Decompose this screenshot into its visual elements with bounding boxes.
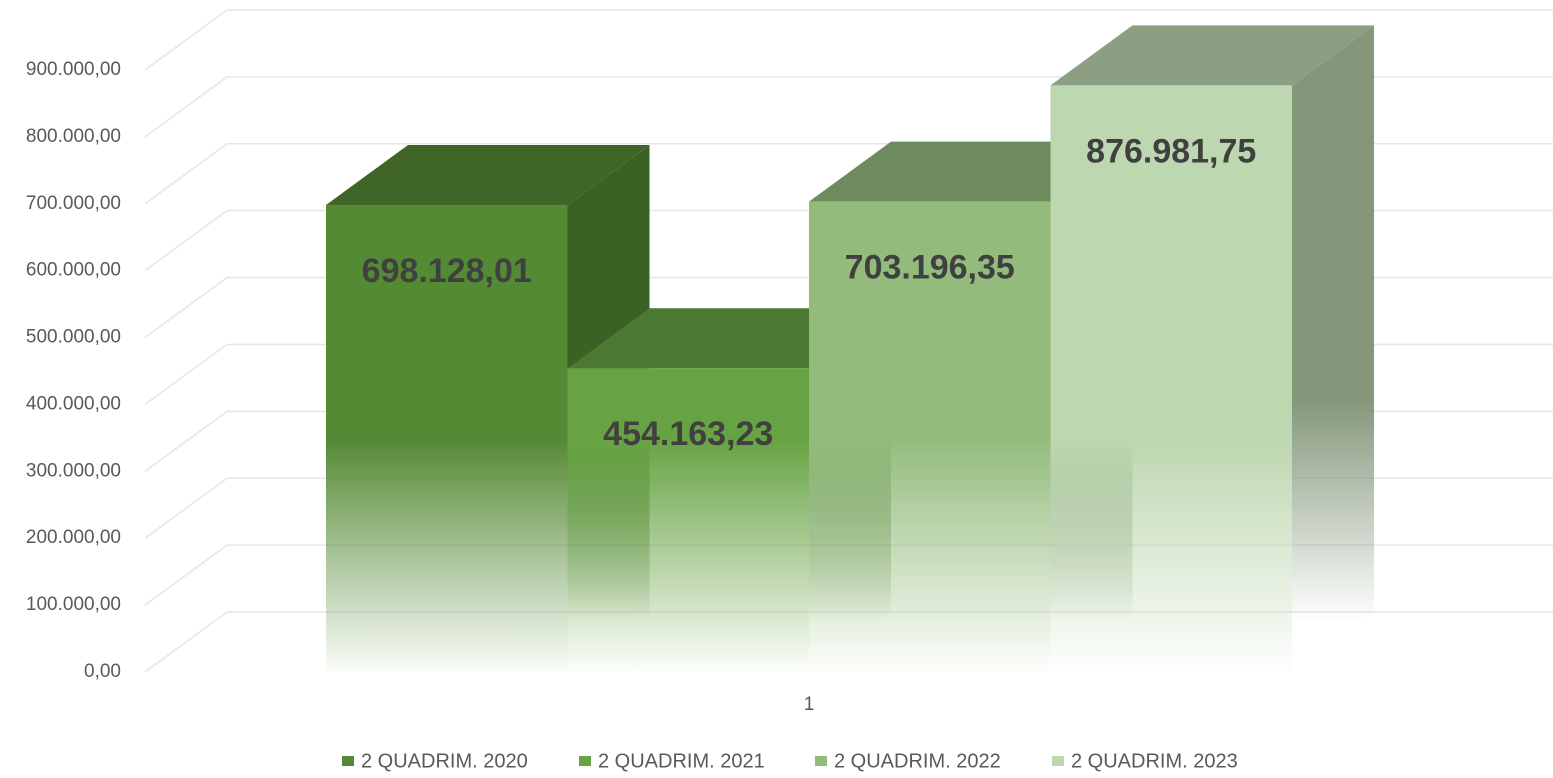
y-tick-label: 700.000,00 <box>26 193 121 214</box>
y-tick-label: 500.000,00 <box>26 327 121 348</box>
legend-swatch <box>1052 756 1064 766</box>
legend-label: 2 QUADRIM. 2022 <box>834 750 1001 772</box>
data-label: 703.196,35 <box>845 249 1015 287</box>
grid-line <box>144 9 1553 71</box>
legend-label: 2 QUADRIM. 2020 <box>361 750 528 772</box>
legend-swatch <box>579 756 591 766</box>
legend-label: 2 QUADRIM. 2023 <box>1071 750 1238 772</box>
bar-side <box>1292 25 1374 672</box>
y-tick-label: 900.000,00 <box>26 59 121 80</box>
bar <box>567 368 809 672</box>
y-tick-label: 600.000,00 <box>26 260 121 281</box>
bar <box>1050 85 1292 672</box>
legend-swatch <box>815 756 827 766</box>
y-tick-label: 100.000,00 <box>26 594 121 615</box>
x-tick-label: 1 <box>804 694 815 715</box>
bar-top <box>1050 25 1374 86</box>
data-label: 454.163,23 <box>603 415 773 453</box>
y-tick-label: 300.000,00 <box>26 460 121 481</box>
bar <box>326 205 568 672</box>
y-tick-label: 400.000,00 <box>26 393 121 414</box>
bar-top <box>326 145 650 206</box>
bar <box>809 201 1051 672</box>
y-tick-label: 800.000,00 <box>26 126 121 147</box>
data-label: 698.128,01 <box>362 252 532 290</box>
legend-swatch <box>342 756 354 766</box>
data-label: 876.981,75 <box>1086 132 1256 170</box>
legend-label: 2 QUADRIM. 2021 <box>598 750 765 772</box>
y-tick-label: 200.000,00 <box>26 527 121 548</box>
y-tick-label: 0,00 <box>84 661 121 682</box>
